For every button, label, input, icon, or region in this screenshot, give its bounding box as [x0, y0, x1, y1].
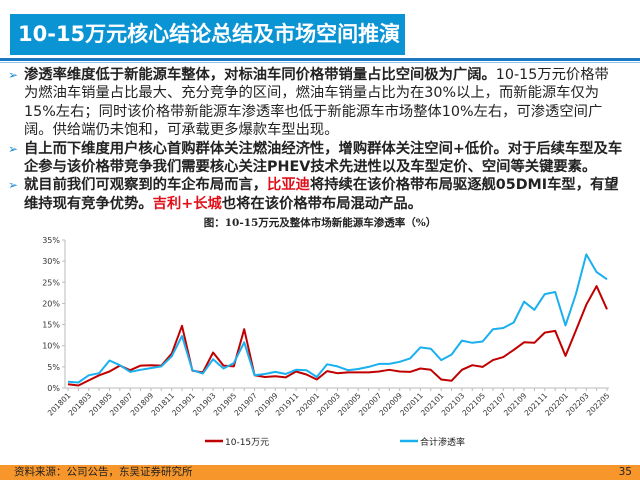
- bullet-bold-text: 自上而下维度用户核心首购群体关注燃油经济性，增购群体关注空间+低价。对于后续车型…: [24, 140, 623, 176]
- footer: 资料来源：公司公告，东吴证券研究所 35: [0, 465, 640, 480]
- x-tick-label: 202205: [585, 391, 612, 418]
- series-line-10-15w: [67, 285, 608, 387]
- y-tick-label: 0%: [47, 384, 60, 393]
- bullet-text: 10-15万元价格带为燃油车销量占比最大、充分竞争的区间，燃油车销量占比为在30…: [24, 67, 609, 139]
- highlight-byd: 比亚迪: [267, 177, 310, 194]
- bullet-list: ➢ 渗透率维度低于新能源车整体，对标油车同价格带销量占比空间极为广阔。10-15…: [8, 66, 623, 213]
- header-divider: [0, 58, 640, 61]
- bullet-text: 也将在该价格带布局混动产品。: [221, 195, 422, 212]
- bullet-item: ➢ 自上而下维度用户核心首购群体关注燃油经济性，增购群体关注空间+低价。对于后续…: [8, 140, 623, 177]
- header-divider-thin: [0, 62, 640, 63]
- bullet-item: ➢ 渗透率维度低于新能源车整体，对标油车同价格带销量占比空间极为广阔。10-15…: [8, 66, 623, 140]
- bullet-bold-text: 渗透率维度低于新能源车整体，对标油车同价格带销量占比空间极为广阔。: [24, 67, 496, 83]
- y-tick-label: 35%: [42, 236, 60, 245]
- source-note: 资料来源：公司公告，东吴证券研究所: [14, 466, 193, 478]
- bullet-item: ➢ 就目前我们可观察到的车企布局而言，比亚迪将持续在该价格带布局驱逐舰05DMI…: [8, 176, 623, 213]
- y-tick-label: 10%: [42, 342, 60, 351]
- series-line-total: [67, 253, 608, 384]
- bullet-text: 就目前我们可观察到的车企布局而言，: [24, 177, 268, 194]
- legend-label: 合计渗透率: [420, 436, 465, 448]
- arrow-bullet-icon: ➢: [8, 68, 19, 82]
- chart-title: 图：10-15万元及整体市场新能源车渗透率（%）: [203, 217, 437, 229]
- page-number: 35: [618, 466, 632, 478]
- y-tick-label: 15%: [42, 321, 60, 330]
- y-tick-label: 20%: [42, 299, 60, 308]
- highlight-geely-gwm: 吉利+长城: [152, 195, 222, 212]
- legend-label: 10-15万元: [225, 438, 269, 448]
- arrow-bullet-icon: ➢: [8, 178, 19, 193]
- bullet-text: 将持续在该价格带布局驱逐舰05DMI车型，有望维持现有竞争优势。: [24, 177, 619, 212]
- y-tick-label: 5%: [47, 363, 60, 372]
- page-title: 10-15万元核心结论总结及市场空间推演: [10, 14, 405, 55]
- arrow-bullet-icon: ➢: [8, 141, 19, 156]
- y-tick-label: 30%: [42, 257, 60, 266]
- y-tick-label: 25%: [42, 278, 60, 287]
- line-chart: 0%5%10%15%20%25%30%35%201801201803201805…: [42, 236, 612, 448]
